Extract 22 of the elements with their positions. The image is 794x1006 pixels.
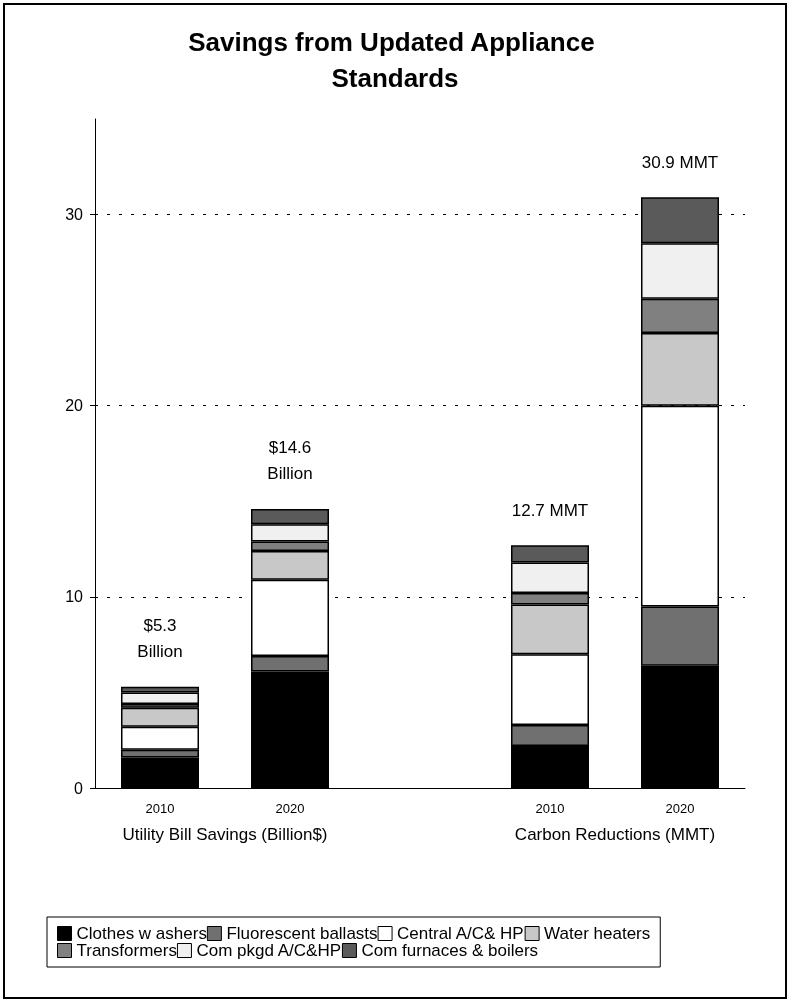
x-tick-label: 2010 — [535, 801, 565, 816]
y-tick-label: 30 — [65, 206, 84, 224]
total-label: $14.6 Billion — [267, 438, 313, 484]
y-tick-label: 0 — [74, 779, 84, 797]
total-label: $5.3 Billion — [137, 616, 183, 662]
legend-label: Com pkgd A/C&HP — [196, 941, 341, 960]
y-tick-label: 20 — [65, 397, 84, 415]
x-tick-label: 2010 — [145, 801, 175, 816]
y-tick-label: 10 — [65, 588, 84, 606]
total-label: 12.7 MMT — [511, 500, 589, 520]
legend-label: Transformers — [76, 941, 177, 960]
chart-title: Savings from Updated Appliance Standards — [188, 27, 602, 93]
x-tick-label: 2020 — [275, 801, 305, 816]
x-tick-label: 2020 — [665, 801, 695, 816]
legend-label: Clothes w ashers — [76, 924, 207, 943]
total-label: 30.9 MMT — [641, 152, 719, 172]
legend-label: Water heaters — [544, 924, 651, 943]
legend-label: Central A/C& HP — [397, 924, 524, 943]
text: Carbon Reductions (MMT) — [514, 825, 716, 844]
legend-label: Com furnaces & boilers — [361, 941, 539, 960]
legend-label: Fluorescent ballasts — [226, 924, 378, 943]
text: Utility Bill Savings (Billion$) — [122, 825, 328, 844]
